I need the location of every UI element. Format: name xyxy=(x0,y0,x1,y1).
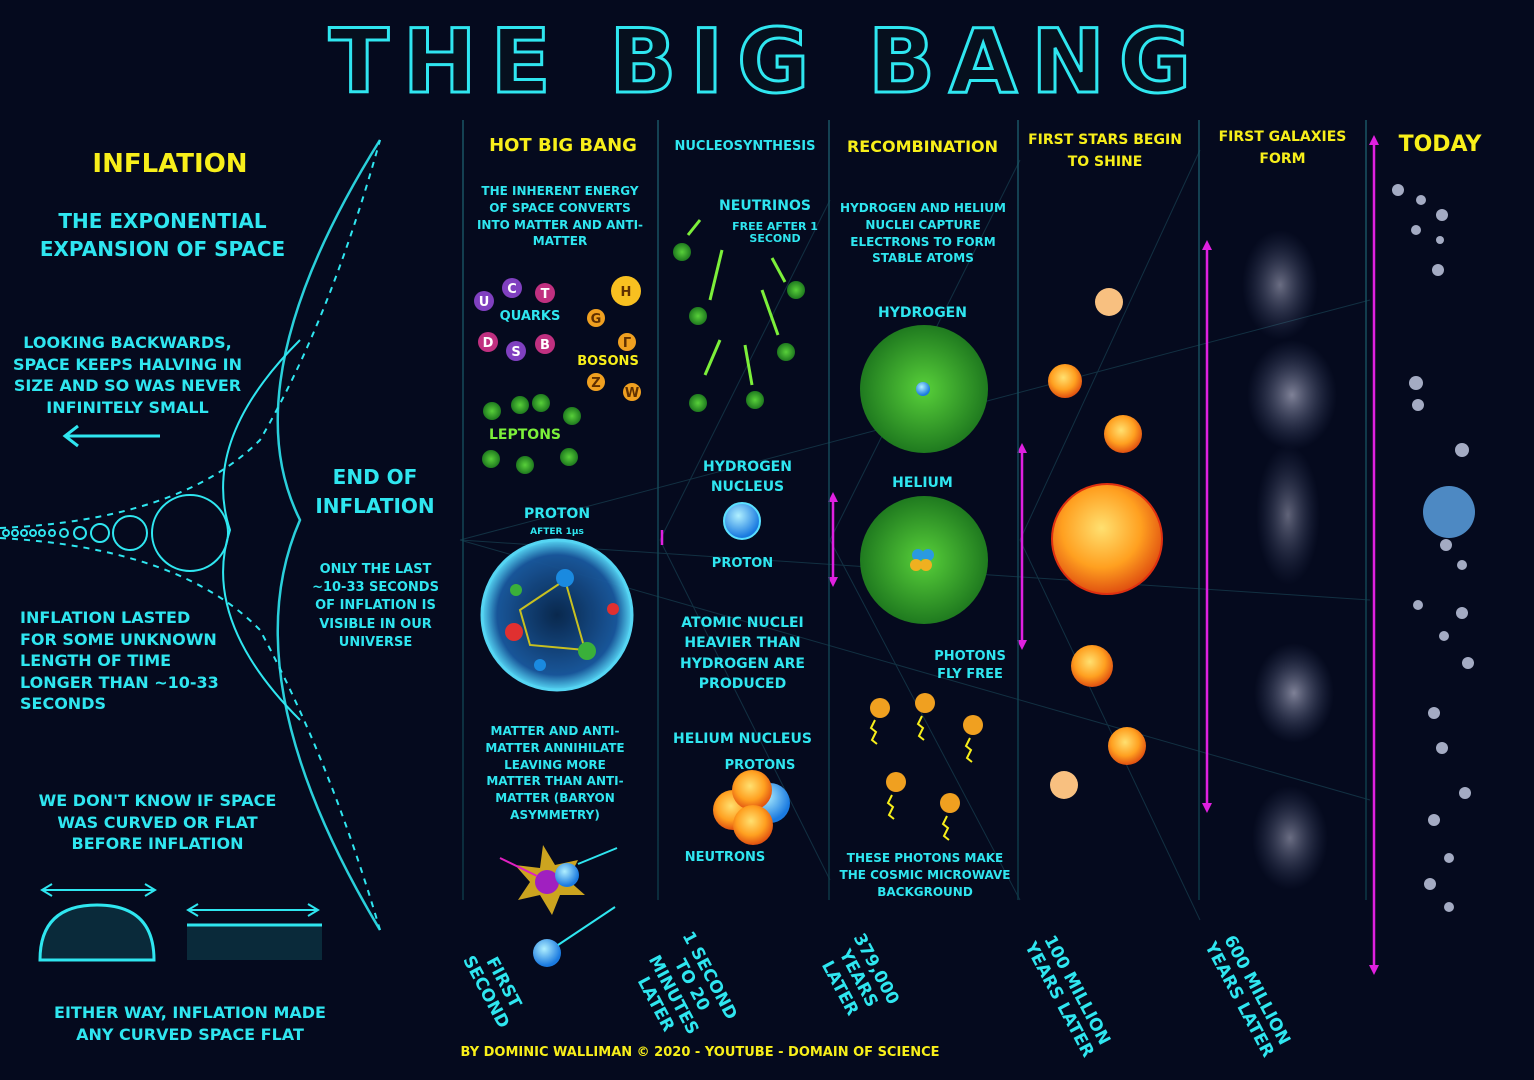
photons-label: PHOTONS FLY FREE xyxy=(934,649,1006,682)
first-stars-graphic xyxy=(1048,288,1163,799)
inflation-subtitle: THE EXPONENTIAL EXPANSION OF SPACE xyxy=(39,209,286,261)
svg-text:s: s xyxy=(511,345,520,360)
curved-space-icon xyxy=(38,903,156,962)
divider-today xyxy=(1365,120,1367,900)
atomic-nuclei-text: ATOMIC NUCLEI HEAVIER THAN HYDROGEN ARE … xyxy=(680,615,805,692)
protons-label: PROTONS xyxy=(724,758,796,773)
inflation-either-way: EITHER WAY, INFLATION MADE ANY CURVED SP… xyxy=(54,1003,326,1044)
hot-big-bang-heading: HOT BIG BANG xyxy=(489,135,637,156)
today-galaxies-graphic xyxy=(1392,184,1474,912)
svg-text:c: c xyxy=(507,282,517,297)
flat-space-icon xyxy=(186,903,322,960)
svg-text:t: t xyxy=(541,287,550,302)
divider-recombination xyxy=(828,120,830,900)
proton-nucleus-label: PROTON xyxy=(711,556,774,571)
milky-way-icon xyxy=(1423,486,1475,538)
today-heading: TODAY xyxy=(1398,132,1482,157)
recombination-heading: RECOMBINATION xyxy=(846,137,999,156)
inflation-heading: INFLATION xyxy=(92,149,248,179)
lepton-particles xyxy=(482,394,581,474)
svg-text:Z: Z xyxy=(591,376,600,391)
page-title: THE BIG BANG xyxy=(327,9,1206,115)
boson-particles: H g γ Z W xyxy=(587,276,641,401)
leptons-label: LEPTONS xyxy=(489,427,561,443)
quark-particles: u c t d s b xyxy=(474,278,555,361)
nucleosynthesis-heading: NUCLEOSYNTHESIS xyxy=(674,139,816,154)
arrow-left-icon xyxy=(62,424,160,448)
quarks-label: QUARKS xyxy=(499,309,561,324)
hydrogen-atom-label: HYDROGEN xyxy=(878,305,967,321)
helium-atom-graphic xyxy=(860,496,988,624)
helium-nucleus-label: HELIUM NUCLEUS xyxy=(673,731,812,747)
svg-text:d: d xyxy=(483,336,494,351)
svg-text:H: H xyxy=(621,285,632,300)
svg-text:W: W xyxy=(625,386,639,401)
neutrons-label: NEUTRONS xyxy=(684,850,766,865)
timescale-arrows xyxy=(660,140,1376,970)
divider-nucleosynthesis xyxy=(657,120,659,900)
matter-antimatter-text: MATTER AND ANTI-MATTER ANNIHILATE LEAVIN… xyxy=(485,724,625,822)
bosons-label: BOSONS xyxy=(577,354,639,369)
recombination-capture-text: HYDROGEN AND HELIUM NUCLEI CAPTURE ELECT… xyxy=(840,201,1006,266)
helium-atom-label: HELIUM xyxy=(892,475,953,491)
inflation-looking-back: LOOKING BACKWARDS, SPACE KEEPS HALVING I… xyxy=(12,333,243,417)
credit-line: BY DOMINIC WALLIMAN © 2020 - YOUTUBE - D… xyxy=(460,1045,940,1060)
inflation-curved: WE DON'T KNOW IF SPACE WAS CURVED OR FLA… xyxy=(38,791,277,854)
end-of-inflation-text: ONLY THE LAST ~10-33 SECONDS OF INFLATIO… xyxy=(312,562,439,650)
inflation-cone xyxy=(0,139,382,931)
neutrino-particles xyxy=(673,219,805,412)
divider-hot-big-bang xyxy=(462,120,464,900)
hydrogen-nucleus-graphic xyxy=(723,502,761,540)
cmb-text: THESE PHOTONS MAKE THE COSMIC MICROWAVE … xyxy=(839,851,1011,899)
proton-time: AFTER 1μs xyxy=(530,527,584,537)
end-of-inflation-heading: END OF INFLATION xyxy=(315,465,435,518)
svg-text:b: b xyxy=(540,338,550,353)
helium-nucleus-graphic xyxy=(713,770,790,845)
proton-graphic xyxy=(480,538,634,692)
svg-text:u: u xyxy=(479,295,490,310)
inflation-lasted: INFLATION LASTED FOR SOME UNKNOWN LENGTH… xyxy=(20,608,219,714)
svg-text:γ: γ xyxy=(623,336,631,351)
photon-particles xyxy=(870,693,983,813)
divider-first-galaxies xyxy=(1198,120,1200,900)
proton-label: PROTON xyxy=(523,506,591,522)
first-galaxies-heading: FIRST GALAXIES FORM xyxy=(1218,129,1347,167)
neutrinos-label: NEUTRINOS xyxy=(719,198,811,214)
first-galaxies-graphic xyxy=(1242,230,1337,890)
first-stars-heading: FIRST STARS BEGIN TO SHINE xyxy=(1028,132,1182,170)
hot-big-bang-energy-text: THE INHERENT ENERGY OF SPACE CONVERTS IN… xyxy=(476,184,644,249)
svg-text:g: g xyxy=(591,312,602,327)
annihilation-graphic xyxy=(499,845,618,967)
neutrinos-free-label: FREE AFTER 1 SECOND xyxy=(732,220,818,246)
hydrogen-atom-graphic xyxy=(860,325,988,453)
divider-first-stars xyxy=(1017,120,1019,900)
hydrogen-nucleus-label: HYDROGEN NUCLEUS xyxy=(703,459,792,496)
